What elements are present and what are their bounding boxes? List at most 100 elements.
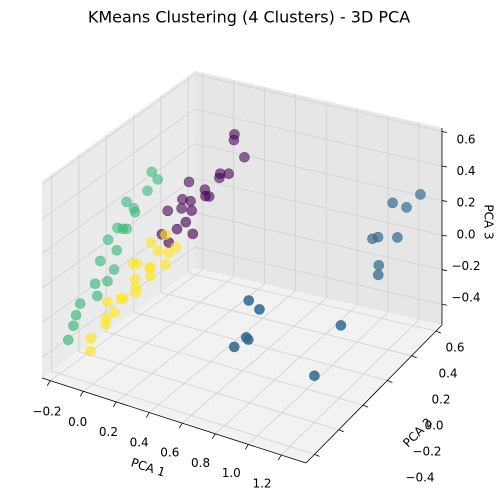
point (108, 264, 120, 275)
grid-line (194, 108, 443, 167)
point (180, 216, 192, 228)
grid-line (188, 272, 437, 332)
point (372, 231, 384, 243)
point (239, 151, 250, 163)
grid-line (148, 290, 296, 413)
tick-mark (338, 429, 344, 433)
tick-mark (435, 330, 442, 334)
grid-line (106, 331, 364, 406)
tick-label: −0.2 (451, 259, 480, 273)
chart-title: KMeans Clustering (4 Clusters) - 3D PCA (88, 8, 410, 27)
x-axis-line (41, 377, 307, 464)
tick-mark (112, 401, 117, 408)
point (162, 205, 174, 217)
tick-mark (387, 380, 393, 383)
point (130, 287, 142, 298)
point (118, 293, 129, 304)
grid-line (83, 276, 234, 392)
tick-label: −0.2 (32, 405, 61, 419)
point (187, 228, 199, 240)
tick-mark (46, 380, 51, 386)
grid-line (194, 143, 443, 201)
point (146, 166, 158, 178)
tick-label: 0.4 (130, 435, 149, 449)
point (176, 203, 187, 214)
grid-line (50, 269, 203, 381)
point (373, 269, 384, 281)
point (159, 259, 171, 270)
point (185, 195, 196, 207)
point (170, 242, 182, 253)
tick-mark (79, 391, 84, 397)
tick-label: 0.0 (68, 415, 87, 429)
tick-mark (441, 165, 448, 168)
point (229, 129, 240, 140)
point (84, 345, 96, 357)
tick-mark (441, 234, 448, 237)
tick-label: 0.6 (160, 446, 179, 460)
tick-label: −0.2 (412, 445, 441, 459)
tick-label: 0.4 (456, 164, 475, 178)
point (415, 189, 426, 200)
tick-mark (178, 422, 183, 429)
point (183, 176, 195, 188)
point (228, 341, 240, 353)
grid-line (214, 305, 358, 435)
point (109, 306, 120, 318)
tick-label: 0.8 (191, 456, 210, 470)
point (102, 296, 113, 308)
z-axis-label: PCA 3 (482, 204, 496, 239)
tick-label: 0.2 (431, 393, 450, 407)
point (145, 261, 157, 273)
floor-pane (42, 268, 442, 463)
point (387, 197, 398, 209)
point (223, 168, 234, 180)
grid-line (280, 319, 420, 456)
point (102, 275, 113, 287)
grid-line (41, 108, 196, 220)
tick-label: 0.6 (456, 133, 475, 147)
tick-mark (145, 412, 150, 418)
point (91, 290, 103, 302)
point (68, 320, 79, 332)
point (171, 223, 183, 235)
point (129, 206, 141, 218)
grid-line (194, 212, 443, 271)
point (100, 318, 111, 330)
tick-label: 0.6 (445, 341, 464, 355)
point (62, 334, 74, 346)
tick-label: −0.4 (451, 291, 480, 305)
point (163, 247, 174, 259)
point (335, 320, 347, 331)
point (152, 174, 163, 185)
point (111, 244, 123, 256)
point (152, 245, 164, 257)
point (94, 255, 106, 267)
tick-mark (441, 200, 448, 202)
tick-label: 0.0 (456, 227, 475, 241)
tick-mark (244, 444, 249, 450)
grid-line (194, 246, 443, 305)
y-axis-line (305, 324, 443, 464)
tick-label: 0.2 (99, 425, 118, 439)
point (145, 237, 157, 248)
grid-line (51, 370, 315, 455)
tick-mark (314, 454, 320, 457)
point (254, 304, 265, 315)
tick-mark (211, 433, 216, 439)
point (373, 259, 385, 271)
point (309, 370, 320, 382)
grid-line (116, 283, 265, 403)
grid-line (41, 143, 196, 254)
grid-line (160, 292, 412, 357)
tick-mark (277, 454, 282, 461)
point (243, 334, 254, 345)
point (142, 185, 153, 197)
grid-line (194, 74, 443, 132)
grid-line (41, 177, 196, 289)
grid-line (41, 74, 196, 185)
tick-mark (441, 303, 448, 306)
point (70, 309, 82, 321)
point (203, 191, 215, 202)
